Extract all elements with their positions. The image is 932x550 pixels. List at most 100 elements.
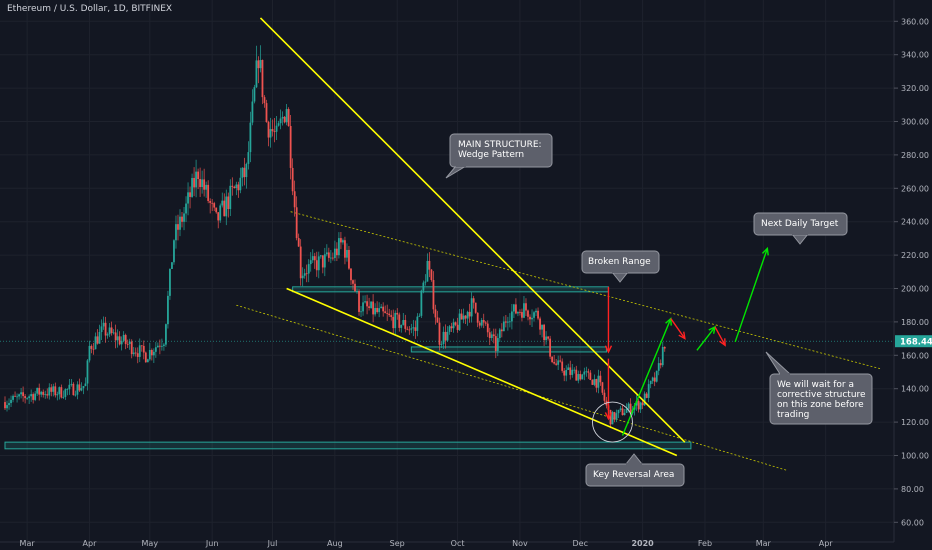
candle-body	[621, 408, 624, 416]
candle-body	[104, 322, 107, 336]
candle-body	[315, 260, 318, 271]
candle-body	[277, 123, 280, 126]
candle-body	[283, 116, 286, 123]
candle-body	[535, 310, 537, 313]
candle-body	[78, 384, 81, 391]
candle-body	[418, 315, 421, 317]
candle-body	[342, 240, 344, 243]
callout-box	[449, 133, 553, 168]
y-tick-label: 340.00	[901, 51, 929, 60]
candle-body	[356, 291, 358, 292]
candle-body	[364, 301, 366, 303]
candle-body	[350, 268, 352, 281]
candle-body	[142, 345, 145, 353]
candle-body	[12, 395, 14, 400]
candle-body	[213, 203, 216, 208]
candle-body	[148, 349, 151, 360]
x-tick-label: Feb	[698, 539, 712, 548]
candle-body	[655, 370, 658, 382]
candle-body	[98, 331, 101, 344]
candle-body	[617, 409, 620, 414]
candle-body	[484, 322, 487, 324]
target-arrow-head	[761, 246, 769, 256]
candle-body	[436, 317, 439, 323]
horizontal-zone	[410, 346, 607, 353]
candle-body	[317, 256, 320, 271]
candle-body	[587, 371, 590, 373]
candle-body	[76, 384, 79, 395]
candle-body	[18, 394, 20, 397]
candle-body	[651, 377, 654, 381]
y-tick-label: 240.00	[901, 218, 929, 227]
candle-body	[344, 240, 346, 258]
candle-body	[52, 386, 55, 392]
candle-body	[500, 329, 503, 332]
candle-body	[211, 202, 214, 204]
candle-body	[553, 362, 556, 364]
drawings-front	[259, 17, 769, 457]
candle-body	[110, 327, 113, 333]
candle-body	[370, 301, 372, 308]
x-tick-label: Sep	[390, 539, 405, 548]
candle-body	[72, 383, 75, 396]
candle-body	[440, 343, 443, 345]
candle-body	[589, 372, 592, 380]
candle-body	[329, 257, 332, 259]
candle-body	[58, 387, 61, 395]
candle-body	[114, 332, 117, 341]
callout-text: Wedge Pattern	[458, 150, 524, 160]
candle-body	[150, 349, 153, 356]
candle-body	[565, 370, 568, 376]
candle-body	[366, 301, 368, 307]
candle-body	[237, 184, 240, 191]
candle-body	[54, 386, 57, 396]
candle-body	[187, 192, 189, 204]
candle-body	[8, 403, 10, 406]
candle-body	[34, 393, 37, 400]
candle-body	[392, 316, 395, 329]
x-tick-label: Mar	[20, 539, 36, 548]
candle-body	[22, 392, 25, 397]
y-tick-label: 160.00	[901, 351, 929, 360]
callout-main_structure: MAIN STRUCTURE:Wedge Pattern	[445, 133, 553, 179]
current-price-tag	[895, 335, 932, 348]
candle-body	[132, 352, 135, 355]
candle-body	[462, 315, 465, 320]
candle-body	[219, 205, 222, 221]
candle-body	[643, 393, 646, 406]
candle-body	[138, 345, 141, 357]
x-tick-label: 2020	[631, 539, 654, 548]
callout-text: Broken Range	[588, 257, 651, 267]
candle-body	[354, 283, 356, 292]
candle-body	[551, 356, 554, 363]
candle-body	[257, 60, 260, 69]
candle-body	[410, 328, 413, 330]
candle-body	[382, 306, 385, 312]
candle-body	[88, 345, 91, 361]
candle-body	[221, 200, 224, 206]
candle-body	[130, 341, 133, 355]
candle-body	[124, 334, 127, 344]
candle-body	[430, 269, 433, 281]
broken-range-arrow-head	[604, 345, 613, 354]
candle-body	[108, 327, 111, 335]
candle-body	[136, 353, 139, 357]
candle-body	[70, 383, 73, 385]
candle-body	[265, 103, 268, 123]
candle-body	[595, 379, 598, 388]
candle-body	[647, 384, 650, 398]
candle-body	[66, 389, 69, 390]
candle-body	[434, 309, 437, 318]
candle-body	[390, 315, 393, 317]
candle-body	[442, 331, 445, 344]
candle-body	[86, 360, 89, 384]
annotations: MAIN STRUCTURE:Wedge Pattern Broken Range…	[445, 133, 873, 487]
symbol-title: Ethereum / U.S. Dollar, 1D, BITFINEX	[7, 4, 173, 14]
candle-body	[539, 318, 541, 330]
candle-body	[56, 394, 59, 396]
candle-body	[261, 59, 264, 98]
candle-body	[134, 352, 137, 354]
y-tick-label: 220.00	[901, 251, 929, 260]
